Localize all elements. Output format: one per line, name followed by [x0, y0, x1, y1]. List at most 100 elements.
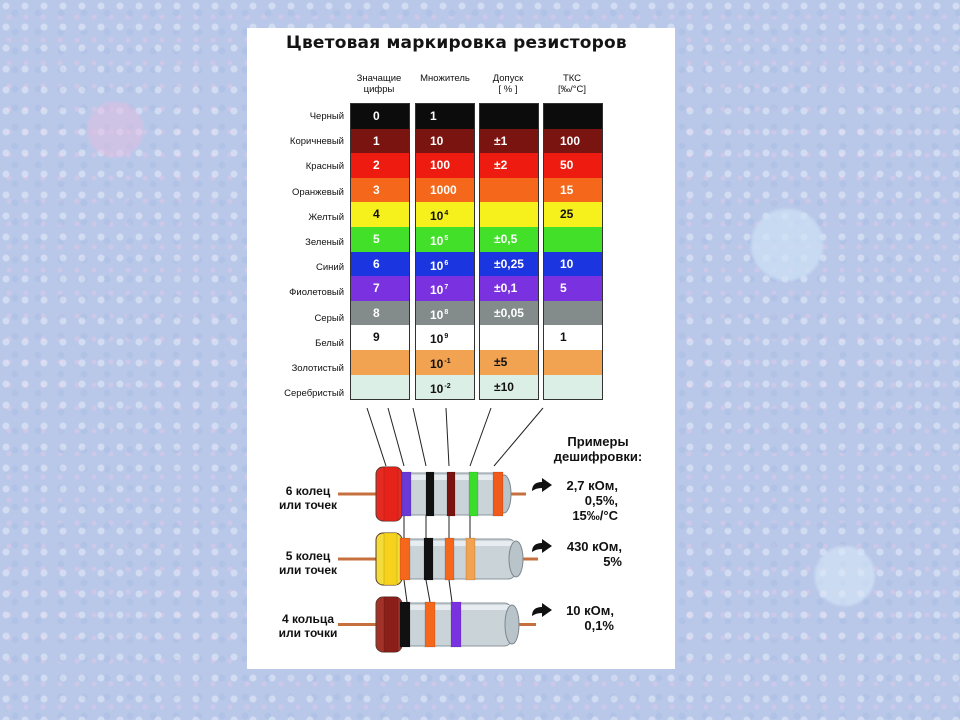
- column-header-tolerance: Допуск [ % ]: [492, 73, 524, 95]
- tolerance-cell: [480, 202, 538, 227]
- digit-cell: 8: [351, 300, 409, 326]
- color-name-label: Коричневый: [289, 136, 344, 148]
- tkc-cell: 1: [544, 325, 602, 350]
- color-band: [401, 471, 412, 517]
- digit-cell: 2: [351, 153, 409, 178]
- column-header-multiplier: Множитель: [420, 73, 470, 84]
- tkc-cell: [544, 226, 602, 252]
- connector-line: [403, 579, 408, 603]
- arrow-right-icon: [532, 478, 552, 492]
- tkc-cell: 50: [544, 153, 602, 178]
- tolerance-cell: ±10: [480, 374, 538, 400]
- digit-cell: 0: [351, 104, 409, 129]
- multiplier-cell: 1000: [416, 177, 474, 203]
- page-title: Цветовая маркировка резисторов: [286, 33, 627, 53]
- color-band: [399, 537, 411, 581]
- tolerance-cell: ±0,25: [480, 251, 538, 277]
- color-name-label: Зеленый: [305, 237, 344, 248]
- tkc-cell: 10: [544, 251, 602, 277]
- multiplier-exponent: -2: [444, 382, 451, 390]
- tkc-cell: 5: [544, 276, 602, 301]
- multiplier-exponent: -1: [444, 357, 451, 365]
- color-name-label: Золотистый: [291, 363, 344, 374]
- color-name-label: Белый: [315, 337, 344, 349]
- color-band: [468, 471, 479, 517]
- color-band: [424, 601, 436, 648]
- tolerance-cell: ±2: [480, 153, 538, 178]
- resistor-end: [504, 604, 520, 645]
- resistor-4-label: 4 кольца или точки: [278, 612, 338, 640]
- resistor-6-label: 6 колец или точек: [278, 484, 338, 512]
- resistor-end: [508, 540, 524, 578]
- color-band: [423, 537, 434, 581]
- tkc-cell: 15: [544, 177, 602, 203]
- multiplier-exponent: 9: [444, 333, 449, 341]
- column-header-tkc: ТКС [‰/°С]: [557, 73, 587, 95]
- multiplier-cell: 109: [416, 325, 474, 350]
- tkc-cell: 100: [544, 128, 602, 154]
- result-5-ring: 430 кОм, 5%: [566, 539, 622, 569]
- multiplier-cell: 100: [416, 153, 474, 178]
- tkc-cell: [544, 374, 602, 400]
- callout-line: [387, 407, 405, 467]
- tkc-cell: [544, 300, 602, 326]
- tkc-cell: 25: [544, 202, 602, 227]
- multiplier-exponent: 5: [444, 234, 449, 242]
- multiplier-cell: 106: [416, 251, 474, 277]
- tolerance-cell: [480, 177, 538, 203]
- color-name-label: Фиолетовый: [289, 287, 344, 299]
- column-header-digits: Значащие цифры: [356, 73, 402, 95]
- color-name-label: Серебристый: [284, 388, 344, 400]
- digit-cell: 5: [351, 226, 409, 252]
- tolerance-cell: ±5: [480, 349, 538, 375]
- multiplier-cell: 108: [416, 300, 474, 326]
- multiplier-cell: 105: [416, 226, 474, 252]
- color-band: [399, 601, 411, 648]
- tolerance-cell: ±0,05: [480, 300, 538, 326]
- color-band: [383, 466, 399, 522]
- callout-line: [412, 407, 427, 467]
- digit-cell: 6: [351, 251, 409, 277]
- multiplier-cell: 10-1: [416, 349, 474, 375]
- tkc-column: 100 50 15 25 10 5 1: [543, 103, 603, 401]
- connector-line: [425, 579, 431, 603]
- multiplier-column: 1 10 100 1000 104 105 106 107 108 109 10-1 10-2: [415, 103, 475, 401]
- color-band: [492, 471, 504, 517]
- result-6-ring: 2,7 кОм, 0,5%, 15‰/°С: [566, 478, 618, 523]
- color-band: [465, 537, 476, 581]
- tolerance-column: ±1 ±2 ±0,5 ±0,25 ±0,1 ±0,05 ±5 ±10: [479, 103, 539, 401]
- color-band: [446, 471, 456, 517]
- digit-cell: [351, 349, 409, 375]
- color-band: [383, 532, 398, 586]
- color-band: [425, 471, 435, 517]
- arrow-right-icon: [532, 603, 552, 617]
- digit-cell: 3: [351, 177, 409, 203]
- callout-line: [469, 407, 492, 467]
- color-band: [383, 596, 399, 653]
- callout-line: [445, 407, 450, 467]
- connector-line: [448, 579, 453, 603]
- tkc-cell: [544, 349, 602, 375]
- tolerance-cell: ±0,5: [480, 226, 538, 252]
- digit-cell: 4: [351, 202, 409, 227]
- digit-cell: 9: [351, 325, 409, 350]
- callout-line: [493, 407, 544, 467]
- multiplier-exponent: 6: [444, 259, 449, 267]
- body-highlight: [384, 475, 504, 480]
- tolerance-cell: ±0,1: [480, 276, 538, 301]
- multiplier-cell: 107: [416, 276, 474, 301]
- color-name-label: Серый: [314, 312, 344, 324]
- result-4-ring: 10 кОм, 0,1%: [566, 603, 614, 633]
- multiplier-exponent: 4: [444, 210, 449, 218]
- tkc-cell: [544, 104, 602, 129]
- multiplier-exponent: 8: [444, 308, 449, 316]
- body-highlight: [384, 605, 512, 610]
- color-name-label: Красный: [305, 161, 344, 173]
- digit-cell: 1: [351, 128, 409, 154]
- multiplier-cell: 104: [416, 202, 474, 227]
- color-name-label: Желтый: [308, 211, 344, 223]
- color-band: [444, 537, 455, 581]
- multiplier-exponent: 7: [444, 284, 449, 292]
